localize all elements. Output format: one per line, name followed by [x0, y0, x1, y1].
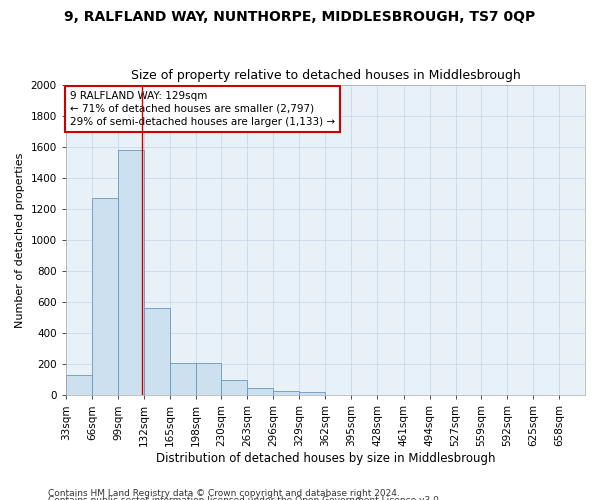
X-axis label: Distribution of detached houses by size in Middlesbrough: Distribution of detached houses by size … [155, 452, 495, 465]
Bar [274, 392, 299, 396]
Bar [66, 375, 92, 396]
Text: Contains HM Land Registry data © Crown copyright and database right 2024.: Contains HM Land Registry data © Crown c… [48, 488, 400, 498]
Text: Contains public sector information licensed under the Open Government Licence v3: Contains public sector information licen… [48, 496, 442, 500]
Text: 9 RALFLAND WAY: 129sqm
← 71% of detached houses are smaller (2,797)
29% of semi-: 9 RALFLAND WAY: 129sqm ← 71% of detached… [70, 91, 335, 127]
Bar [92, 198, 118, 396]
Bar [299, 392, 325, 396]
Bar [247, 388, 274, 396]
Bar [118, 150, 144, 396]
Bar [144, 308, 170, 396]
Text: 9, RALFLAND WAY, NUNTHORPE, MIDDLESBROUGH, TS7 0QP: 9, RALFLAND WAY, NUNTHORPE, MIDDLESBROUG… [64, 10, 536, 24]
Title: Size of property relative to detached houses in Middlesbrough: Size of property relative to detached ho… [131, 69, 520, 82]
Bar [196, 362, 221, 396]
Y-axis label: Number of detached properties: Number of detached properties [15, 152, 25, 328]
Bar [170, 362, 196, 396]
Bar [221, 380, 247, 396]
